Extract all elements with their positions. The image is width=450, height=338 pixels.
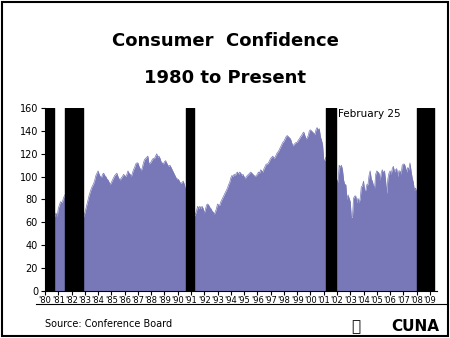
Text: February 25: February 25 — [338, 109, 401, 119]
Text: ⛹: ⛹ — [351, 319, 360, 334]
Text: CUNA: CUNA — [392, 319, 440, 334]
Text: 1980 to Present: 1980 to Present — [144, 69, 306, 87]
Text: Source: Conference Board: Source: Conference Board — [45, 319, 172, 330]
Text: Consumer  Confidence: Consumer Confidence — [112, 31, 338, 50]
